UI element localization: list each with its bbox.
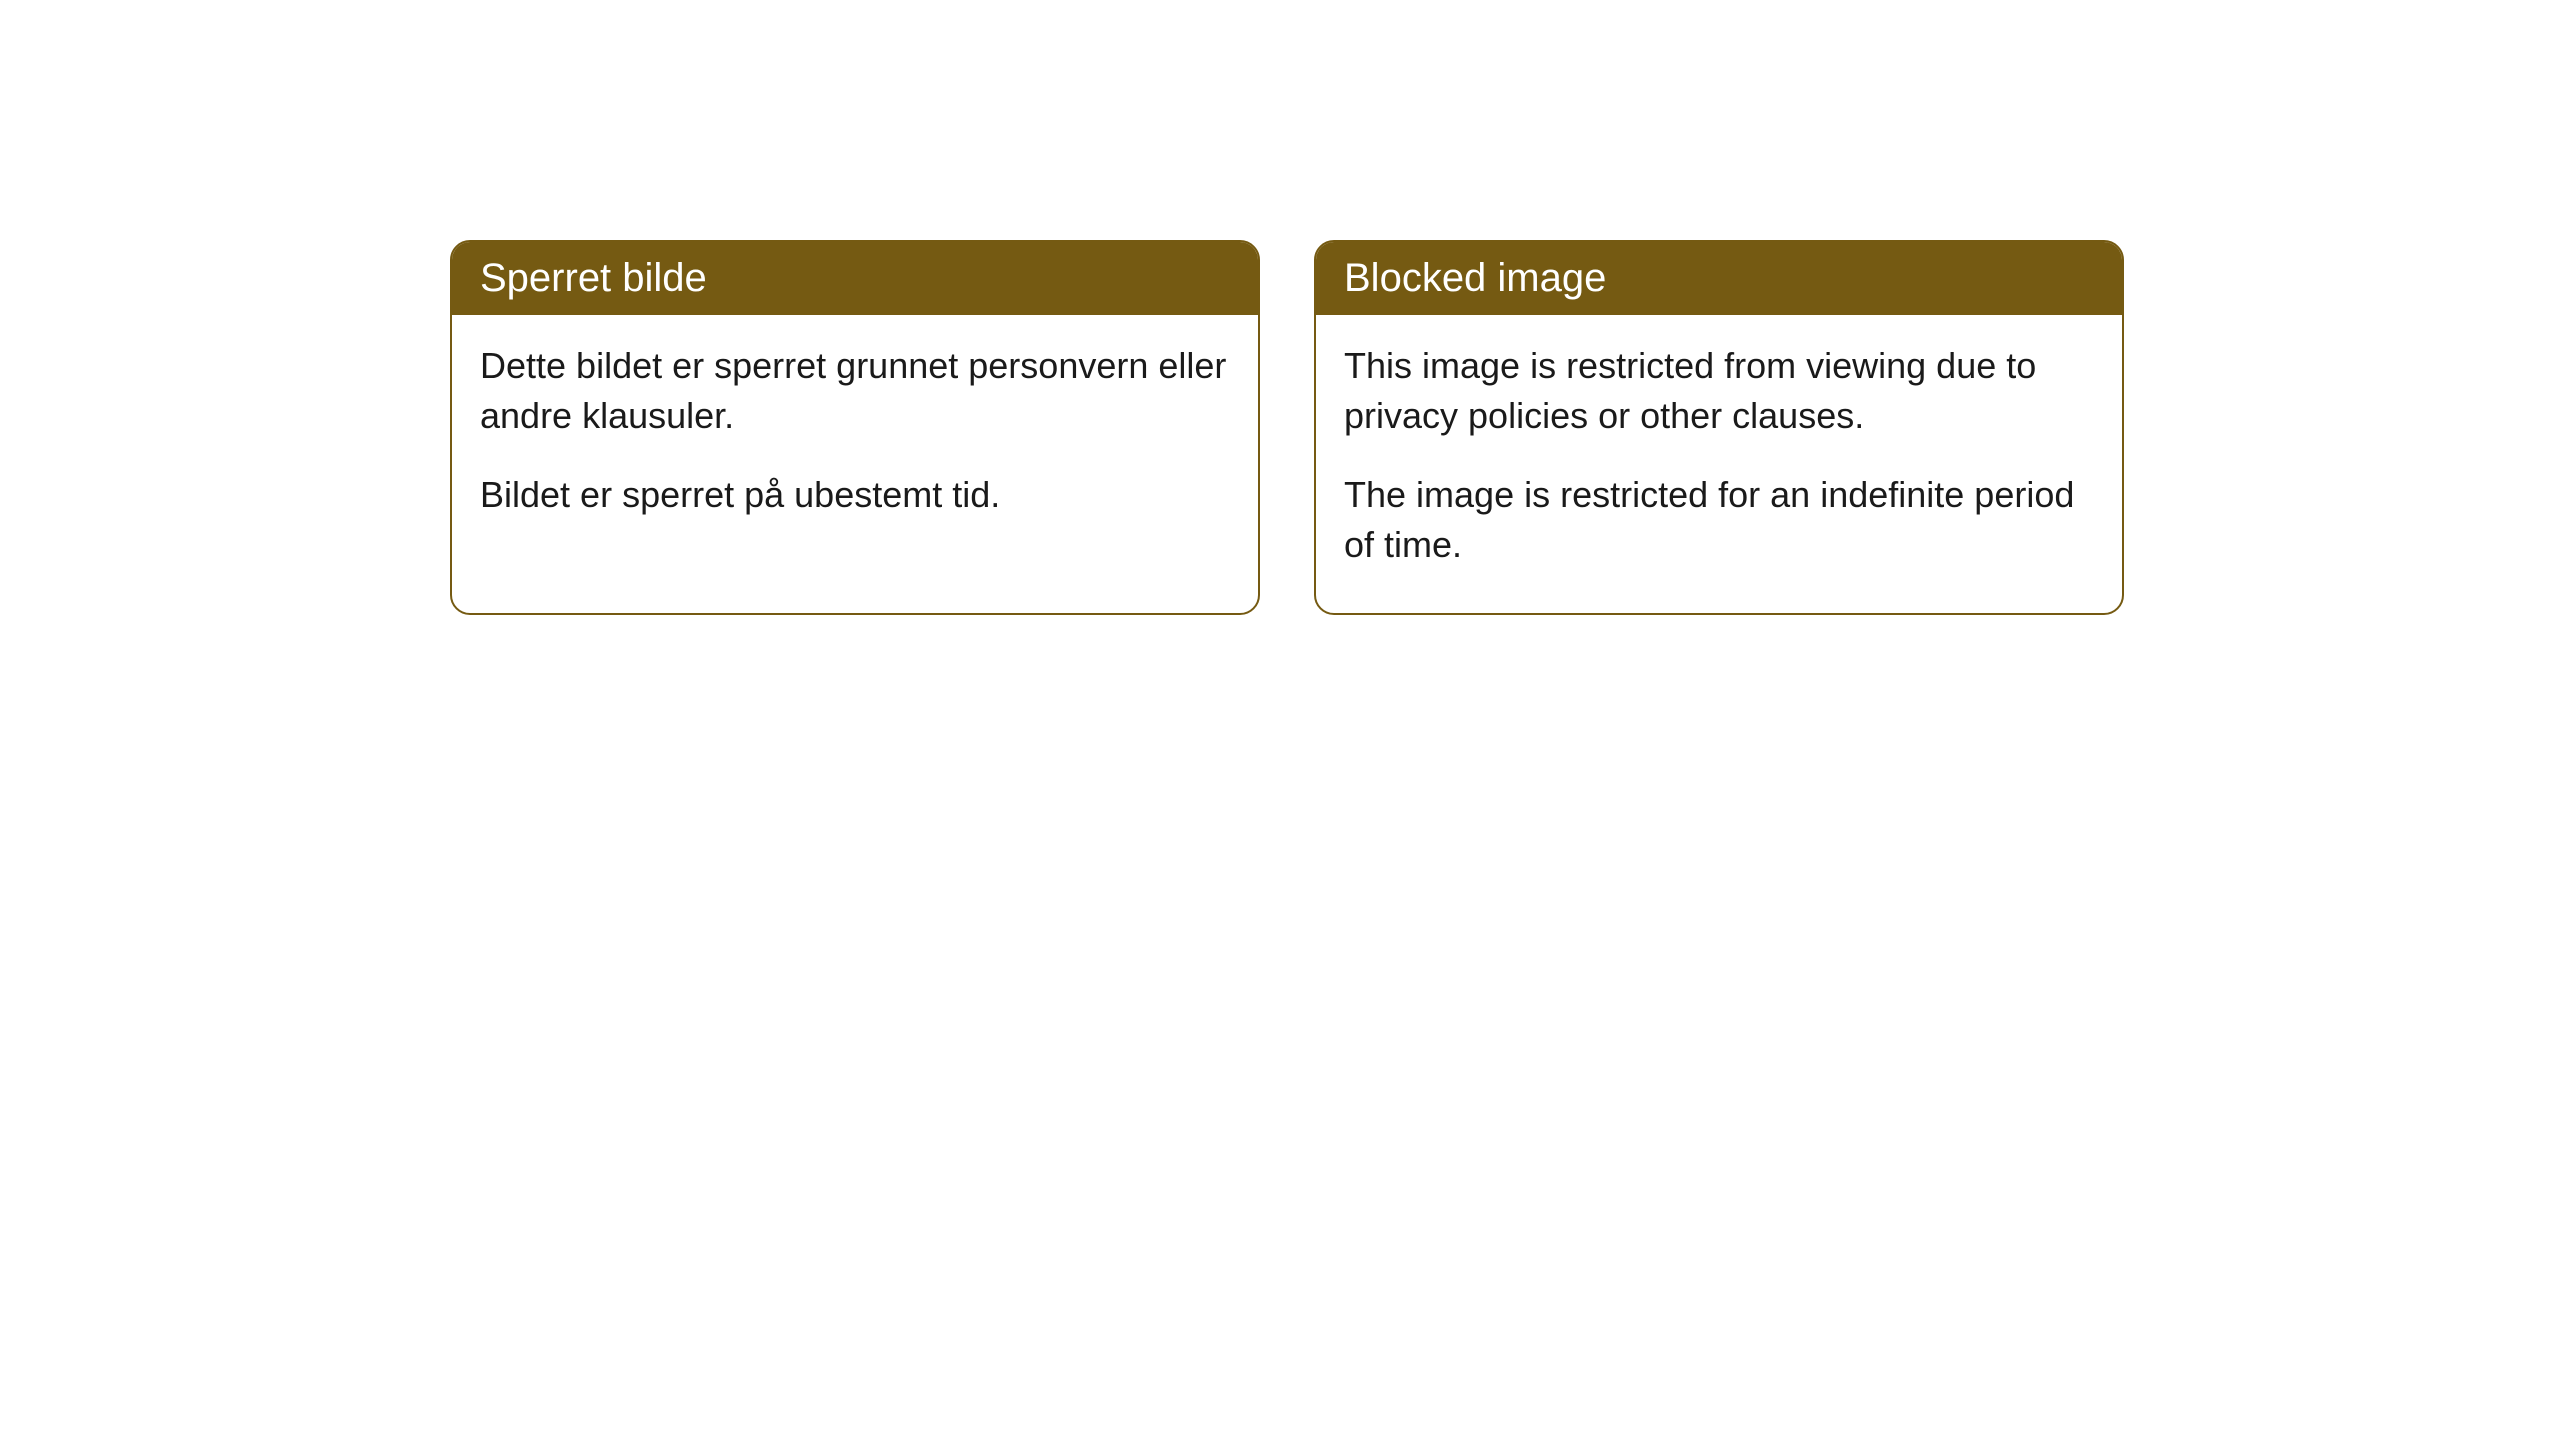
- card-title: Sperret bilde: [480, 256, 707, 300]
- card-paragraph: This image is restricted from viewing du…: [1344, 341, 2094, 442]
- card-paragraph: Bildet er sperret på ubestemt tid.: [480, 470, 1230, 520]
- card-body: This image is restricted from viewing du…: [1316, 315, 2122, 613]
- blocked-image-card-norwegian: Sperret bilde Dette bildet er sperret gr…: [450, 240, 1260, 615]
- card-title: Blocked image: [1344, 256, 1606, 300]
- blocked-image-card-english: Blocked image This image is restricted f…: [1314, 240, 2124, 615]
- card-header: Sperret bilde: [452, 242, 1258, 315]
- card-body: Dette bildet er sperret grunnet personve…: [452, 315, 1258, 562]
- card-paragraph: The image is restricted for an indefinit…: [1344, 470, 2094, 571]
- card-paragraph: Dette bildet er sperret grunnet personve…: [480, 341, 1230, 442]
- card-header: Blocked image: [1316, 242, 2122, 315]
- cards-container: Sperret bilde Dette bildet er sperret gr…: [0, 0, 2560, 615]
